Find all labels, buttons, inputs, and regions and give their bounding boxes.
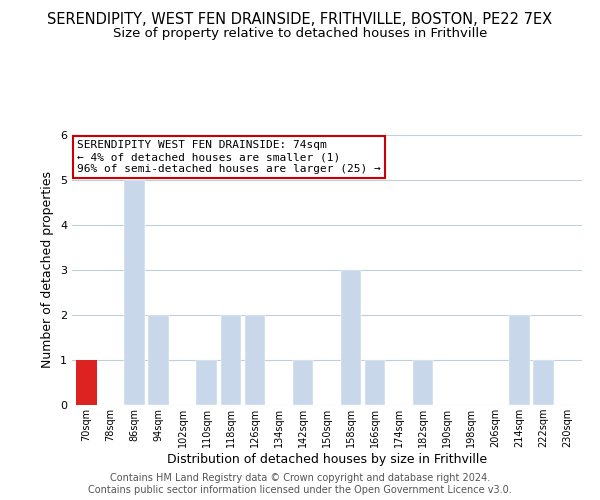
Bar xyxy=(413,360,433,405)
Bar xyxy=(221,315,241,405)
Bar xyxy=(293,360,313,405)
Text: SERENDIPITY, WEST FEN DRAINSIDE, FRITHVILLE, BOSTON, PE22 7EX: SERENDIPITY, WEST FEN DRAINSIDE, FRITHVI… xyxy=(47,12,553,28)
Bar xyxy=(124,180,145,405)
Bar xyxy=(509,315,530,405)
Y-axis label: Number of detached properties: Number of detached properties xyxy=(41,172,55,368)
X-axis label: Distribution of detached houses by size in Frithville: Distribution of detached houses by size … xyxy=(167,453,487,466)
Bar xyxy=(196,360,217,405)
Bar xyxy=(148,315,169,405)
Text: SERENDIPITY WEST FEN DRAINSIDE: 74sqm
← 4% of detached houses are smaller (1)
96: SERENDIPITY WEST FEN DRAINSIDE: 74sqm ← … xyxy=(77,140,381,173)
Bar xyxy=(341,270,361,405)
Text: Contains HM Land Registry data © Crown copyright and database right 2024.
Contai: Contains HM Land Registry data © Crown c… xyxy=(88,474,512,495)
Text: Size of property relative to detached houses in Frithville: Size of property relative to detached ho… xyxy=(113,28,487,40)
Bar xyxy=(245,315,265,405)
Bar xyxy=(365,360,385,405)
Bar xyxy=(76,360,97,405)
Bar xyxy=(533,360,554,405)
